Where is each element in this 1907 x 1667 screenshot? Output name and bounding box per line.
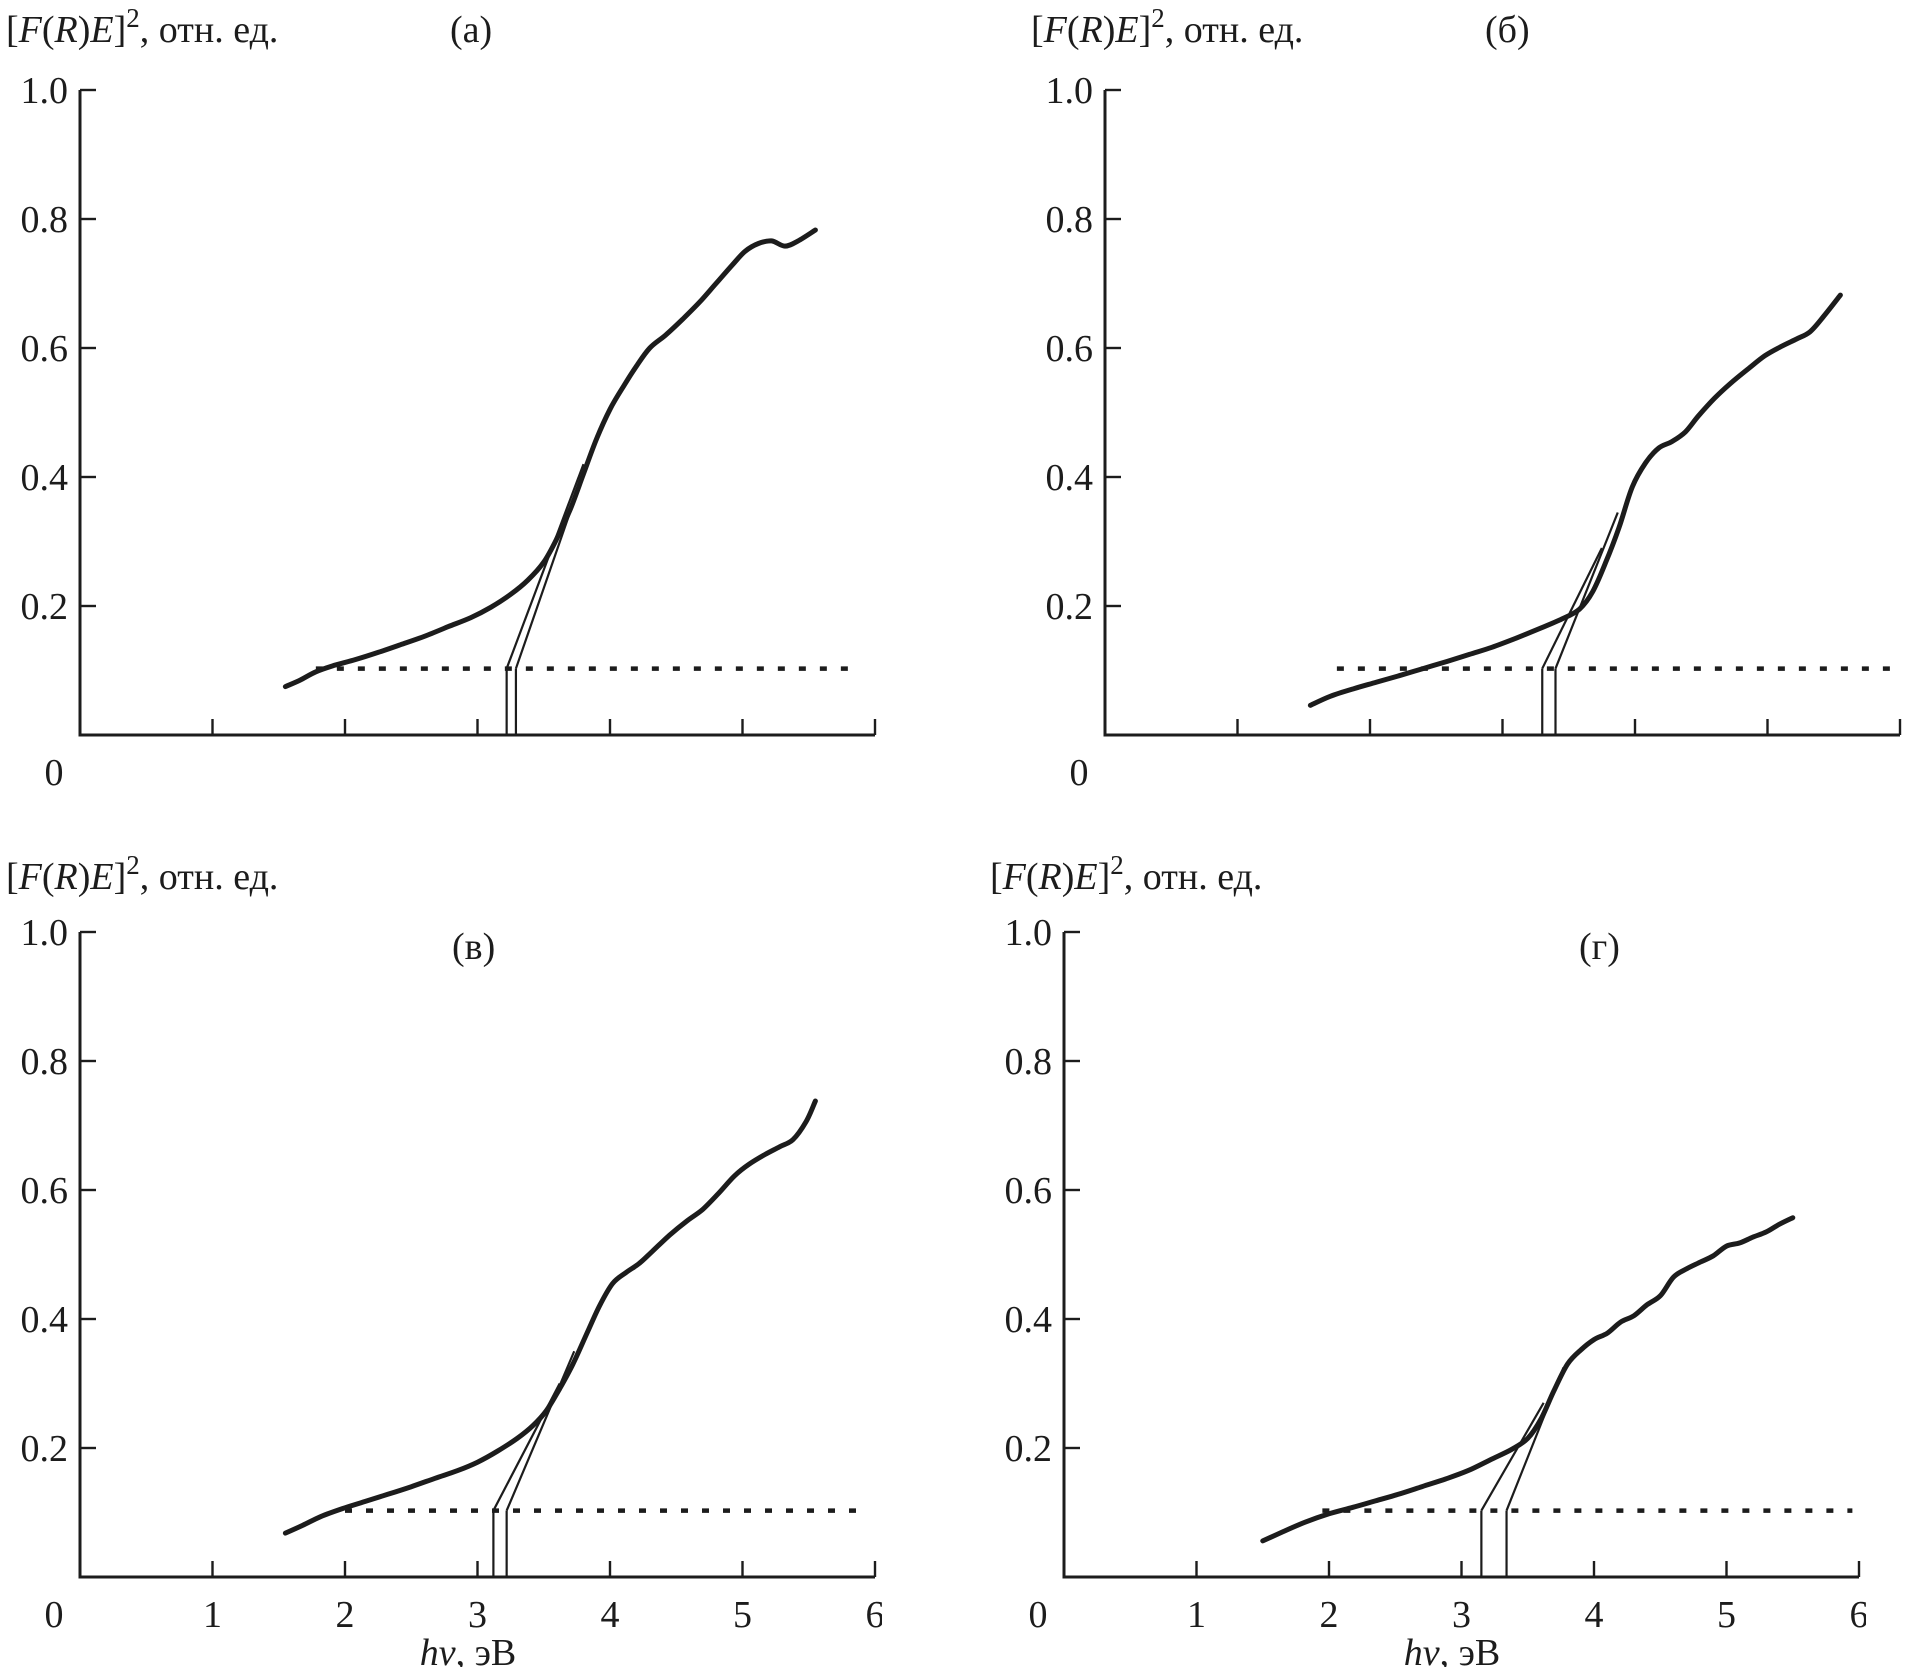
y-tick-label: 0.2 bbox=[1005, 1428, 1053, 1470]
y-axis-title: [F(R)E]2, отн. ед. bbox=[990, 850, 1262, 898]
panel-g-chart: 1.0 0.8 0.6 0.4 0.2 1 2 3 4 5 6 0 [F(R)E]2, отн. ед.… bbox=[984, 837, 1866, 1667]
y-tick-label: 0.2 bbox=[1046, 586, 1094, 628]
chart-svg: 1.0 0.8 0.6 0.4 0.2 1 2 3 4 5 6 0 [F(R)E]2, отн. ед.… bbox=[990, 850, 1867, 1667]
panel-letter: (г) bbox=[1579, 926, 1620, 968]
x-tick-label: 2 bbox=[336, 1594, 355, 1636]
panel-a-chart: 1.0 0.8 0.6 0.4 0.2 0 [F(R)E]2, отн. ед. (а) bbox=[0, 0, 882, 833]
absorption-curve bbox=[282, 227, 818, 690]
tauc-tangent-line bbox=[505, 463, 585, 669]
y-tick-label: 1.0 bbox=[1005, 912, 1053, 954]
chart-svg: 1.0 0.8 0.6 0.4 0.2 1 2 3 4 5 6 0 [F(R)E]2, отн. ед.… bbox=[6, 850, 883, 1667]
x-tick-label: 1 bbox=[203, 1594, 222, 1636]
tauc-tangent-line bbox=[1480, 1402, 1545, 1512]
axis-frame bbox=[78, 90, 875, 737]
y-tick-label: 0.8 bbox=[1005, 1041, 1053, 1083]
origin-zero-label: 0 bbox=[45, 752, 64, 794]
x-tick-label: 4 bbox=[1585, 1594, 1604, 1636]
y-tick-label: 0.6 bbox=[1046, 328, 1094, 370]
tauc-tangent-line bbox=[1554, 512, 1619, 669]
x-tick-label: 5 bbox=[1717, 1594, 1736, 1636]
y-tick-label: 0.4 bbox=[21, 1299, 69, 1341]
x-axis-title: hν, эВ bbox=[420, 1632, 517, 1667]
y-tick-label: 0.6 bbox=[1005, 1170, 1053, 1212]
x-axis-title: hν, эВ bbox=[1404, 1632, 1501, 1667]
y-axis-title: [F(R)E]2, отн. ед. bbox=[6, 850, 278, 898]
y-tick-label: 0.8 bbox=[1046, 199, 1094, 241]
y-axis-title: [F(R)E]2, отн. ед. bbox=[1031, 3, 1303, 51]
x-tick-label: 4 bbox=[601, 1594, 620, 1636]
y-tick-label: 0.4 bbox=[21, 457, 69, 499]
x-tick-label: 6 bbox=[866, 1594, 883, 1636]
axis-frame bbox=[78, 932, 875, 1579]
absorption-curve bbox=[1307, 292, 1843, 708]
tauc-tangent-line bbox=[505, 1350, 576, 1511]
panel-v-chart: 1.0 0.8 0.6 0.4 0.2 1 2 3 4 5 6 0 [F(R)E]2, отн. ед.… bbox=[0, 837, 882, 1667]
y-tick-label: 0.6 bbox=[21, 328, 69, 370]
y-tick-label: 0.2 bbox=[21, 1428, 69, 1470]
x-tick-label: 3 bbox=[468, 1594, 487, 1636]
origin-zero-label: 0 bbox=[45, 1594, 64, 1636]
tauc-tangent-line bbox=[1541, 547, 1603, 670]
origin-zero-label: 0 bbox=[1070, 752, 1089, 794]
y-tick-label: 0.6 bbox=[21, 1170, 69, 1212]
y-tick-label: 0.2 bbox=[21, 586, 69, 628]
y-tick-label: 0.8 bbox=[21, 199, 69, 241]
x-tick-label: 5 bbox=[733, 1594, 752, 1636]
y-tick-label: 0.4 bbox=[1046, 457, 1094, 499]
panel-b-chart: 1.0 0.8 0.6 0.4 0.2 0 [F(R)E]2, отн. ед. (б) bbox=[1025, 0, 1907, 833]
axis-frame bbox=[1103, 90, 1900, 737]
y-tick-label: 0.4 bbox=[1005, 1299, 1053, 1341]
absorption-curve bbox=[1260, 1215, 1796, 1544]
panel-letter: (б) bbox=[1485, 9, 1530, 51]
origin-zero-label: 0 bbox=[1029, 1594, 1048, 1636]
y-tick-label: 1.0 bbox=[21, 70, 69, 112]
x-tick-label: 1 bbox=[1187, 1594, 1206, 1636]
axis-frame bbox=[1062, 932, 1859, 1579]
absorption-curve bbox=[282, 1098, 818, 1536]
y-axis-title: [F(R)E]2, отн. ед. bbox=[6, 3, 278, 51]
y-tick-label: 1.0 bbox=[21, 912, 69, 954]
panel-letter: (а) bbox=[450, 9, 492, 51]
x-tick-label: 6 bbox=[1850, 1594, 1867, 1636]
y-tick-label: 0.8 bbox=[21, 1041, 69, 1083]
panel-letter: (в) bbox=[452, 926, 495, 968]
x-tick-label: 2 bbox=[1320, 1594, 1339, 1636]
chart-svg: 1.0 0.8 0.6 0.4 0.2 0 [F(R)E]2, отн. ед. (б) bbox=[1031, 3, 1902, 794]
x-tick-label: 3 bbox=[1452, 1594, 1471, 1636]
chart-svg: 1.0 0.8 0.6 0.4 0.2 0 [F(R)E]2, отн. ед. (а) bbox=[6, 3, 877, 794]
y-tick-label: 1.0 bbox=[1046, 70, 1094, 112]
